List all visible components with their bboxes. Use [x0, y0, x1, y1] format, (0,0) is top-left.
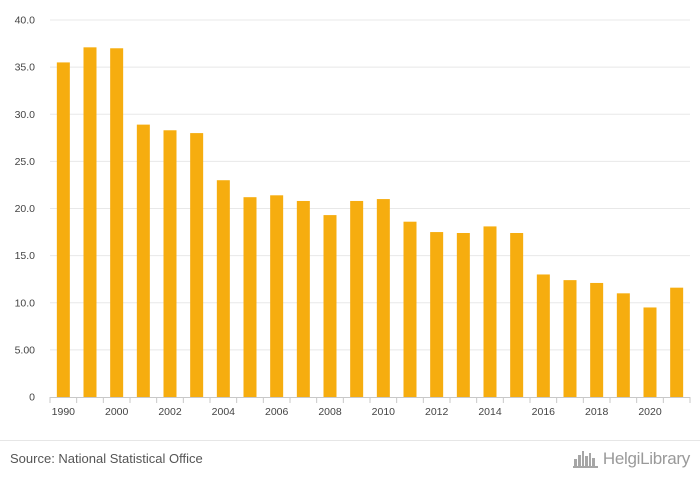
x-tick-label: 1990	[52, 406, 76, 418]
bar-2016[interactable]	[536, 274, 550, 397]
bar-2019[interactable]	[616, 293, 630, 397]
bar-2007[interactable]	[296, 200, 310, 397]
brand-logo[interactable]: HelgiLibrary	[572, 449, 690, 469]
y-tick-label: 20.0	[15, 203, 36, 215]
y-tick-label: 5.00	[15, 344, 36, 356]
bar-2001[interactable]	[136, 124, 150, 398]
x-tick-label: 2012	[425, 406, 449, 418]
x-tick-label: 2004	[212, 406, 236, 418]
y-tick-label: 30.0	[15, 109, 36, 121]
x-tick-label: 2014	[478, 406, 502, 418]
bar-2008[interactable]	[323, 215, 337, 397]
bar-2002[interactable]	[163, 130, 177, 397]
bar-2011[interactable]	[403, 221, 417, 397]
y-axis-ticks: 0 5.00 10.0 15.0 20.0 25.0 30.0 35.0 40.0	[15, 15, 36, 404]
bar-2000[interactable]	[110, 48, 124, 398]
bar-1999[interactable]	[83, 47, 97, 398]
bar-2020[interactable]	[643, 307, 657, 397]
brand-name: HelgiLibrary	[602, 449, 690, 468]
bar-2006[interactable]	[270, 195, 284, 397]
bar-2017[interactable]	[563, 280, 577, 397]
chart-footer: Source: National Statistical Office Helg…	[0, 440, 700, 484]
y-tick-label: 10.0	[15, 297, 36, 309]
x-tick-label: 2002	[158, 406, 182, 418]
x-tick-label: 2020	[638, 406, 662, 418]
y-tick-label: 15.0	[15, 250, 36, 262]
x-tick-label: 2000	[105, 406, 129, 418]
source-note: Source: National Statistical Office	[10, 451, 203, 466]
bar-2021[interactable]	[670, 287, 684, 397]
x-tick-label: 2016	[532, 406, 556, 418]
bar-2003[interactable]	[190, 133, 204, 397]
bars	[56, 47, 684, 398]
x-axis-ticks: 1990 2000 2002 2004 2006 2008 2010 2012 2014 2016…	[49, 397, 691, 418]
x-tick-label: 2010	[372, 406, 396, 418]
bar-2004[interactable]	[216, 180, 230, 397]
bar-1990[interactable]	[56, 62, 70, 397]
city-skyline-icon	[572, 451, 598, 468]
x-tick-label: 2018	[585, 406, 609, 418]
bar-2014[interactable]	[483, 226, 497, 397]
bar-2018[interactable]	[590, 282, 604, 397]
y-tick-label: 0	[29, 392, 35, 404]
gridlines	[50, 19, 690, 351]
bar-2010[interactable]	[376, 199, 390, 397]
x-tick-label: 2008	[318, 406, 342, 418]
bar-2009[interactable]	[350, 200, 364, 397]
bar-chart: 0 5.00 10.0 15.0 20.0 25.0 30.0 35.0 40.0 1990 20…	[15, 15, 691, 418]
bar-2005[interactable]	[243, 197, 257, 397]
bar-2012[interactable]	[430, 232, 444, 397]
y-tick-label: 40.0	[15, 15, 36, 27]
bar-2013[interactable]	[456, 233, 470, 397]
y-tick-label: 35.0	[15, 62, 36, 74]
bar-2015[interactable]	[510, 233, 524, 397]
x-tick-label: 2006	[265, 406, 289, 418]
y-tick-label: 25.0	[15, 156, 36, 168]
